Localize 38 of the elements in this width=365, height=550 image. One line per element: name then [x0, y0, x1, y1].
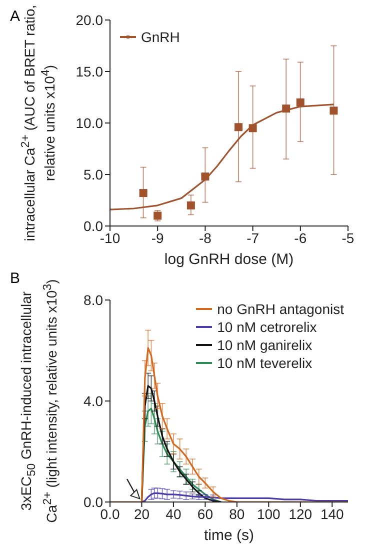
point	[139, 189, 148, 198]
line-series	[140, 408, 222, 502]
point	[282, 104, 290, 113]
y-tick-label: 8.0	[84, 292, 104, 308]
point	[201, 172, 210, 181]
y-tick-label: 20.0	[76, 12, 104, 28]
x-tick-label: 140	[320, 506, 344, 522]
x-tick-label: -7	[246, 230, 260, 246]
line-series	[140, 385, 222, 502]
x-axis-title: log GnRH dose (M)	[164, 251, 294, 268]
point	[296, 98, 304, 106]
x-tick-label: 40	[166, 506, 182, 522]
x-axis-title: time (s)	[204, 527, 254, 544]
chart-title: B	[10, 270, 20, 287]
x-tick-label: 20	[134, 506, 150, 522]
legend-label: 10 nM ganirelix	[217, 336, 312, 354]
x-tick-label: 120	[288, 506, 312, 522]
legend-label: no GnRH antagonist	[217, 300, 344, 318]
y-tick-label: 15.0	[76, 63, 104, 80]
x-tick-label: 80	[229, 506, 245, 522]
x-tick-label: 60	[197, 506, 214, 522]
x-tick-label: -8	[198, 230, 212, 246]
legend-label: 10 nM teverelix	[217, 354, 312, 372]
chart-title: A	[10, 8, 20, 25]
legend-label: GnRH	[141, 28, 180, 46]
point	[330, 106, 338, 115]
x-tick-label: 100	[256, 506, 281, 522]
y-tick-label: 4.0	[84, 392, 104, 409]
y-tick-label: 10.0	[76, 114, 104, 131]
y-tick-label: 5.0	[84, 166, 104, 182]
legend-label: 10 nM cetrorelix	[217, 318, 317, 336]
x-tick-label: -6	[294, 230, 307, 246]
point	[234, 123, 243, 132]
point	[186, 201, 195, 210]
point	[248, 124, 257, 132]
line-series	[140, 492, 348, 502]
x-tick-label: -5	[342, 230, 354, 246]
x-tick-label: -9	[151, 230, 164, 246]
